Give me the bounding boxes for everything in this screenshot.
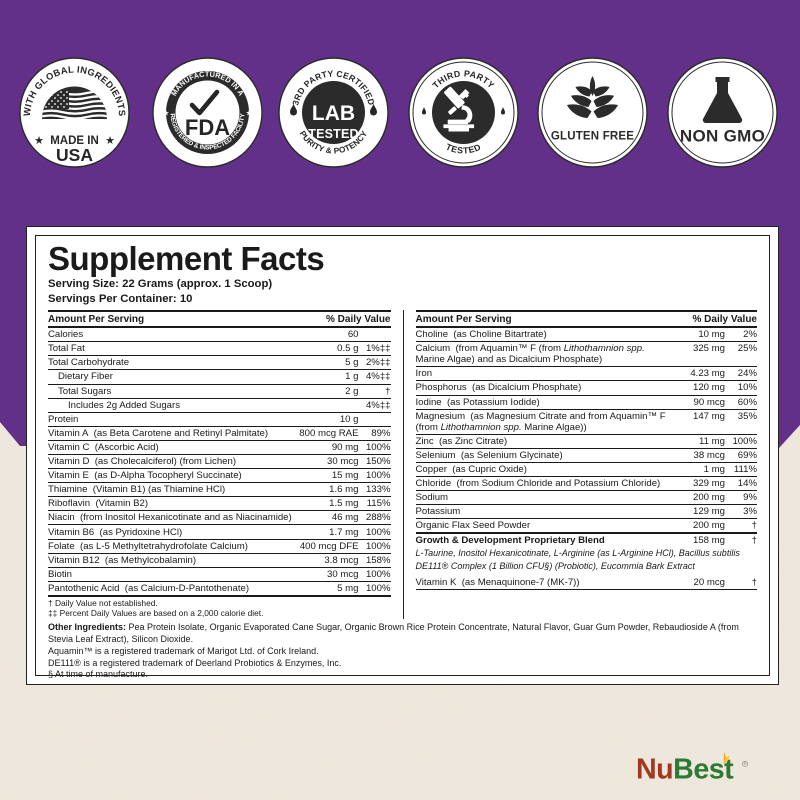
svg-text:★: ★ — [246, 109, 253, 118]
svg-text:USA: USA — [56, 145, 93, 165]
svg-text:TESTED: TESTED — [308, 127, 359, 141]
svg-text:®: ® — [744, 762, 747, 766]
svg-text:★: ★ — [34, 135, 44, 147]
svg-text:NON GMO: NON GMO — [680, 127, 765, 146]
svg-text:NuBest: NuBest — [636, 754, 734, 786]
svg-text:★: ★ — [105, 135, 115, 147]
svg-text:GLUTEN FREE: GLUTEN FREE — [551, 131, 634, 143]
svg-text:★: ★ — [163, 109, 170, 118]
svg-text:LAB: LAB — [312, 102, 355, 125]
svg-text:FDA: FDA — [185, 115, 230, 140]
